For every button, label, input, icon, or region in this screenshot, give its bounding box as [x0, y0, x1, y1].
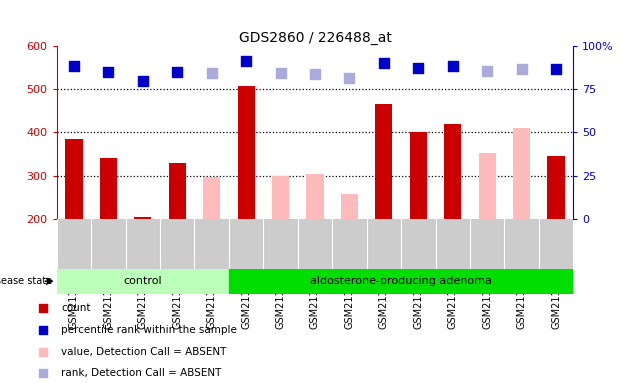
- Point: [517, 66, 527, 72]
- Point: [275, 70, 285, 76]
- Bar: [272, 176, 289, 219]
- Text: control: control: [123, 276, 162, 286]
- Point: [207, 70, 217, 76]
- Text: disease state: disease state: [0, 276, 52, 286]
- Point: [138, 78, 148, 84]
- Bar: [513, 128, 530, 219]
- Bar: [203, 177, 220, 219]
- Bar: [306, 174, 324, 219]
- Bar: [66, 139, 83, 219]
- Text: value, Detection Call = ABSENT: value, Detection Call = ABSENT: [61, 347, 227, 357]
- Bar: [229, 269, 573, 294]
- Bar: [169, 163, 186, 219]
- Point: [310, 71, 320, 77]
- Bar: [341, 194, 358, 219]
- Bar: [410, 132, 427, 219]
- Point: [482, 68, 492, 74]
- Bar: [375, 104, 392, 219]
- Bar: [238, 86, 255, 219]
- Bar: [479, 153, 496, 219]
- Point: [435, 43, 445, 49]
- Point: [379, 60, 389, 66]
- Point: [103, 69, 113, 75]
- Point: [551, 66, 561, 72]
- Bar: [134, 217, 151, 219]
- Point: [172, 69, 182, 75]
- Point: [448, 63, 458, 70]
- Point: [435, 240, 445, 246]
- Bar: [100, 158, 117, 219]
- Bar: [444, 124, 461, 219]
- Bar: [57, 269, 229, 294]
- Point: [345, 75, 355, 81]
- Bar: [547, 156, 564, 219]
- Point: [413, 65, 423, 71]
- Text: rank, Detection Call = ABSENT: rank, Detection Call = ABSENT: [61, 368, 222, 378]
- Point: [241, 58, 251, 64]
- Point: [69, 63, 79, 70]
- Text: aldosterone-producing adenoma: aldosterone-producing adenoma: [310, 276, 492, 286]
- Text: count: count: [61, 303, 91, 313]
- Title: GDS2860 / 226488_at: GDS2860 / 226488_at: [239, 31, 391, 45]
- Text: percentile rank within the sample: percentile rank within the sample: [61, 325, 238, 335]
